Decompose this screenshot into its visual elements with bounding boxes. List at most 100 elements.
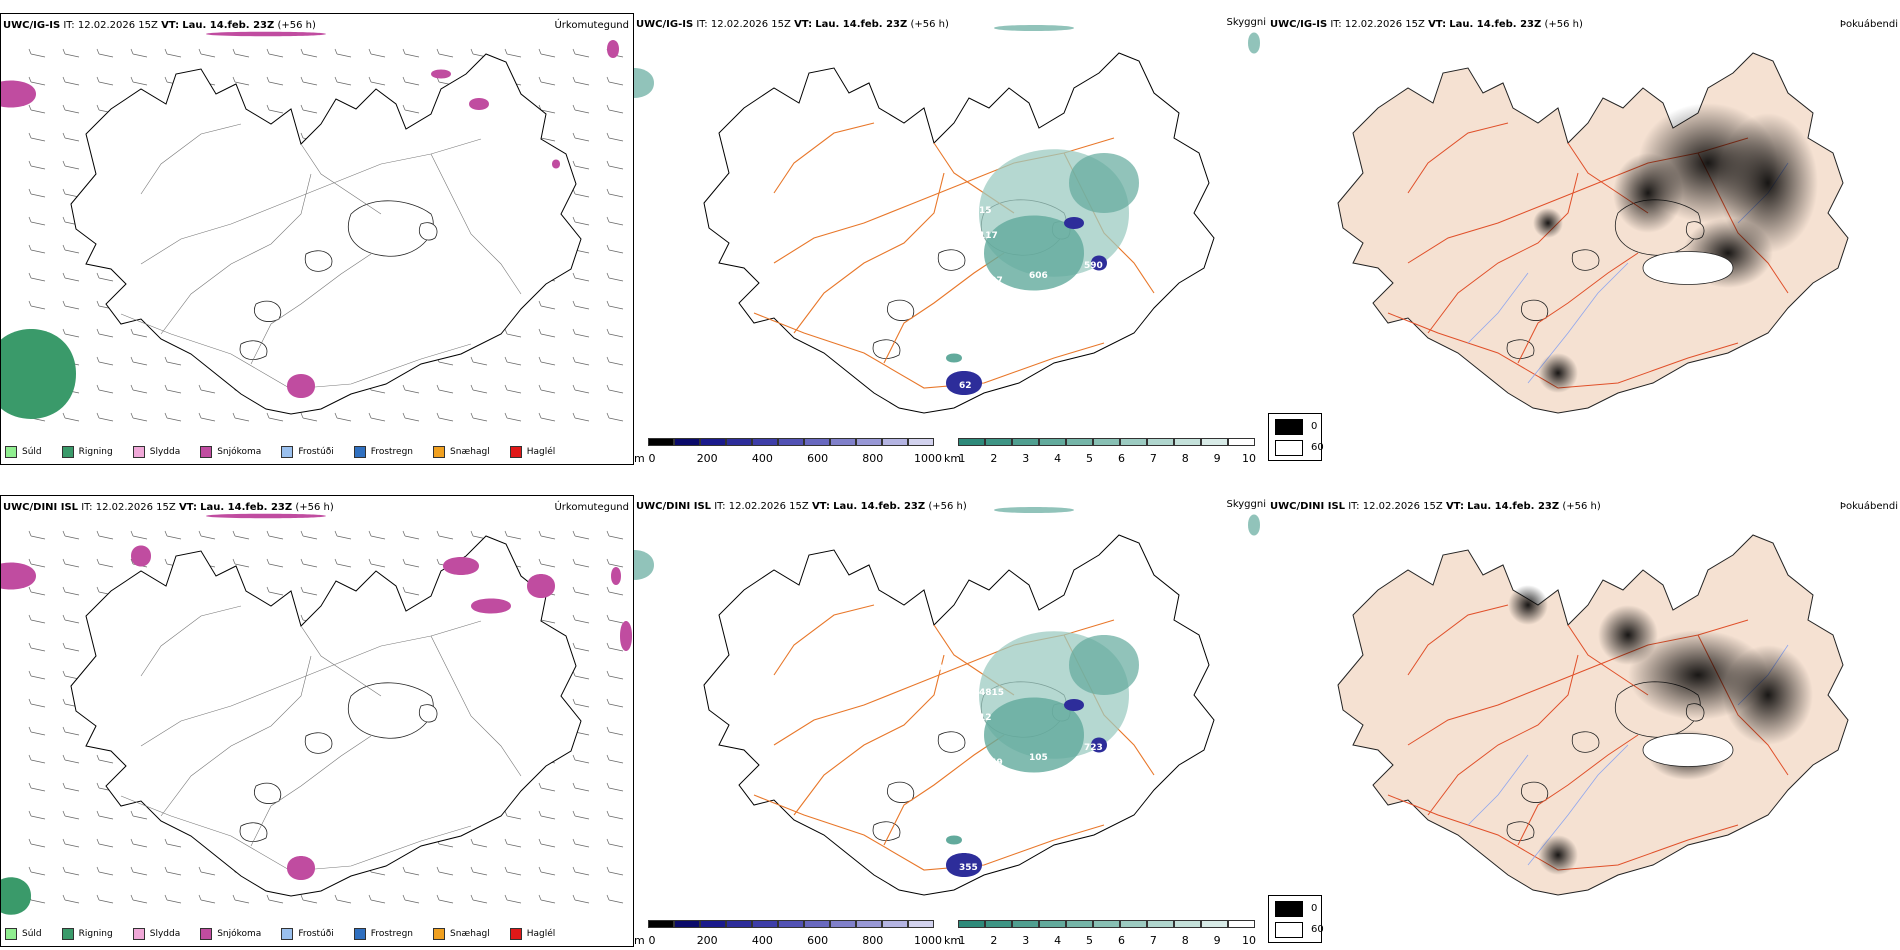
peak-height-label: 160 [1124,246,1143,256]
road-line [1407,122,1509,194]
precip-legend-item: Frostregn [353,446,413,458]
wind-barb [302,591,318,596]
colorbar-segment [1012,438,1039,446]
wind-barb [98,759,114,764]
wind-barb [370,535,386,540]
colorbar-tick-label: 7 [1149,934,1157,947]
precip-legend-item: Súld [5,928,42,940]
wind-barb [98,899,114,904]
wind-barb [302,535,318,540]
fog-legend-label: 60 [1311,924,1324,935]
wind-barb [132,815,148,820]
wind-barb-flag [232,76,236,83]
wind-barb [370,389,386,394]
wind-barb [574,277,590,282]
wind-barb [98,361,114,366]
wind-barb [438,899,454,904]
colorbar-tick-label: 6 [1117,452,1125,465]
wind-barb-flag [504,838,508,845]
wind-barb [608,193,624,198]
wind-barb-flag [96,838,100,845]
wind-barb-flag [470,894,474,901]
wind-barb-flag [96,810,100,817]
wind-barb [540,871,556,876]
wind-barb [608,109,624,114]
wind-barb-flag [606,670,610,677]
wind-barb-flag [504,384,508,391]
colorbar-unit: km [944,934,962,947]
colorbar-segment [985,438,1012,446]
wind-barb-flag [538,558,542,565]
fog-legend-swatch-black [1275,901,1303,917]
road-line [250,253,372,365]
wind-barb-flag [62,838,66,845]
terrain-height-colorbar: m 0 200 400 600 800 1000 [634,920,942,947]
panel-label-visibility: Skyggni [1226,17,1266,28]
colorbar-tick-label: 8 [1181,452,1189,465]
fog-index-map [1337,52,1849,414]
colorbar-tick-label: 400 [751,452,773,465]
wind-barb [302,53,318,58]
glacier-outline [872,821,901,841]
snow-area [527,574,555,598]
wind-barb-flag [62,272,66,279]
fog-area [1508,585,1548,625]
precip-legend-swatch [509,446,522,458]
precip-areas [1,31,619,419]
wind-barb [200,871,216,876]
wind-barb [574,619,590,624]
wind-barb [64,249,80,254]
wind-barb [438,53,454,58]
wind-barb-flag [28,244,32,251]
precip-legend-label: Haglél [526,929,556,939]
wind-barb-flag [28,670,32,677]
snow-area [469,98,489,110]
wind-barb [30,843,46,848]
wind-barb-flag [28,132,32,139]
wind-barb-flag [572,76,576,83]
peak-height-label: 117 [979,231,998,241]
precip-legend-label: Rigning [78,929,113,939]
wind-barb [64,731,80,736]
wind-barb-flag [28,782,32,789]
fog-area [1538,353,1578,393]
wind-barb-flag [28,272,32,279]
wind-barb [608,221,624,226]
panel-title: UWC/DINI ISL IT: 12.02.2026 15Z VT: Lau.… [3,502,334,513]
road-line [1517,252,1639,364]
wind-barb-flag [436,866,440,873]
wind-barb [438,535,454,540]
glacier-outline [1521,781,1549,803]
visibility-area [1069,635,1139,695]
wind-barb-flag [164,838,168,845]
road-line [430,635,522,777]
colorbar-tick-label: 3 [1022,452,1030,465]
wind-barb [574,843,590,848]
colorbar-tick-label: 1 [958,452,966,465]
panel-title: UWC/IG-IS IT: 12.02.2026 15Z VT: Lau. 14… [1270,19,1583,30]
glacier-outline [1571,249,1600,271]
precip-legend-label: Súld [22,447,42,457]
colorbar-tick-label: 5 [1086,934,1094,947]
iceland-map-layer [1337,534,1849,896]
wind-barb-flag [130,384,134,391]
wind-barb-flag [572,328,576,335]
wind-barb-flag [130,412,134,419]
wind-barb-flag [436,558,440,565]
wind-barb [336,563,352,568]
wind-barb [336,81,352,86]
wind-barb-flag [266,412,270,419]
peak-height-label: 74 [924,181,937,191]
panel-label-precip-type: Úrkomutegund [554,502,629,513]
wind-barb [404,81,420,86]
wind-barb-flag [572,810,576,817]
wind-barb-flag [504,810,508,817]
snow-area [1,80,36,108]
colorbar-segment [726,920,752,928]
wind-barb-flag [96,586,100,593]
wind-barb-flag [266,104,270,111]
wind-barb [30,647,46,652]
colorbar-segment [752,920,778,928]
wind-barb-flag [96,782,100,789]
